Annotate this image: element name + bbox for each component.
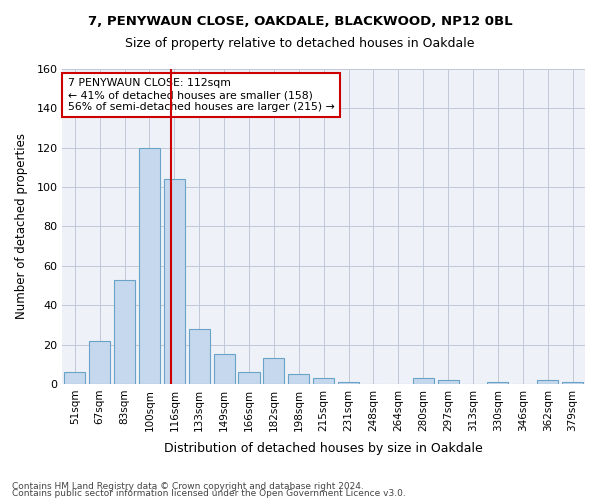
Bar xyxy=(164,179,185,384)
Bar xyxy=(214,354,235,384)
Text: 7 PENYWAUN CLOSE: 112sqm
← 41% of detached houses are smaller (158)
56% of semi-: 7 PENYWAUN CLOSE: 112sqm ← 41% of detach… xyxy=(68,78,334,112)
Text: Size of property relative to detached houses in Oakdale: Size of property relative to detached ho… xyxy=(125,38,475,51)
Bar xyxy=(487,382,508,384)
Bar xyxy=(114,280,135,384)
Bar xyxy=(562,382,583,384)
Bar xyxy=(413,378,434,384)
Text: 7, PENYWAUN CLOSE, OAKDALE, BLACKWOOD, NP12 0BL: 7, PENYWAUN CLOSE, OAKDALE, BLACKWOOD, N… xyxy=(88,15,512,28)
Bar xyxy=(288,374,310,384)
Bar xyxy=(188,329,210,384)
Bar xyxy=(89,340,110,384)
Bar xyxy=(338,382,359,384)
Bar xyxy=(313,378,334,384)
X-axis label: Distribution of detached houses by size in Oakdale: Distribution of detached houses by size … xyxy=(164,442,483,455)
Bar xyxy=(263,358,284,384)
Text: Contains HM Land Registry data © Crown copyright and database right 2024.: Contains HM Land Registry data © Crown c… xyxy=(12,482,364,491)
Bar xyxy=(238,372,260,384)
Bar xyxy=(139,148,160,384)
Y-axis label: Number of detached properties: Number of detached properties xyxy=(15,134,28,320)
Bar xyxy=(437,380,458,384)
Text: Contains public sector information licensed under the Open Government Licence v3: Contains public sector information licen… xyxy=(12,490,406,498)
Bar xyxy=(64,372,85,384)
Bar xyxy=(537,380,558,384)
